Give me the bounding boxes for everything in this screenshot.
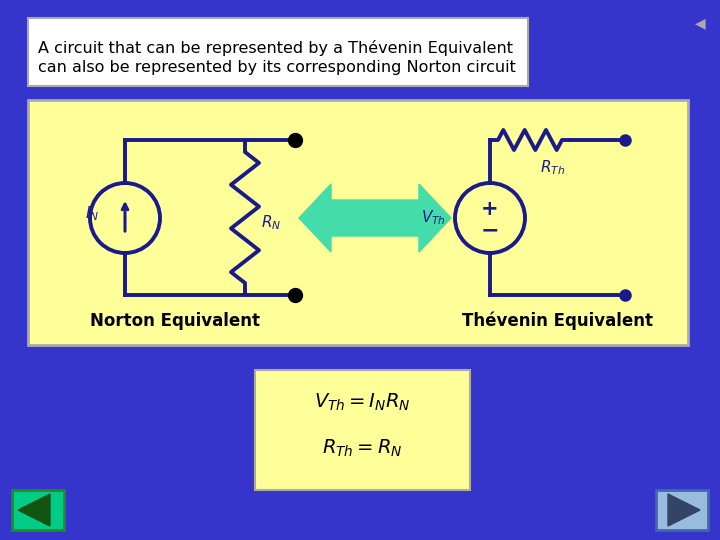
Text: $R_N$: $R_N$ [261,214,282,232]
Text: $I_N$: $I_N$ [85,205,99,224]
Text: $V_{Th} = I_N R_N$: $V_{Th} = I_N R_N$ [314,392,410,413]
Text: 35: 35 [660,510,678,524]
FancyBboxPatch shape [28,18,528,86]
Text: +: + [481,199,499,219]
Text: −: − [481,220,499,240]
FancyBboxPatch shape [656,490,708,530]
Text: $R_{Th} = R_N$: $R_{Th} = R_N$ [322,437,402,458]
Text: A circuit that can be represented by a Thévenin Equivalent: A circuit that can be represented by a T… [38,40,513,56]
Text: Thévenin Equivalent: Thévenin Equivalent [462,312,654,330]
Text: $R_{Th}$: $R_{Th}$ [540,158,565,177]
Polygon shape [18,494,50,526]
FancyBboxPatch shape [28,100,688,345]
Text: can also be represented by its corresponding Norton circuit: can also be represented by its correspon… [38,60,516,75]
Text: $V_{Th}$: $V_{Th}$ [421,208,446,227]
FancyBboxPatch shape [255,370,470,490]
Text: Norton Equivalent: Norton Equivalent [90,312,260,330]
Polygon shape [299,184,451,252]
Polygon shape [668,494,700,526]
FancyBboxPatch shape [12,490,64,530]
Text: ◀: ◀ [696,16,706,30]
